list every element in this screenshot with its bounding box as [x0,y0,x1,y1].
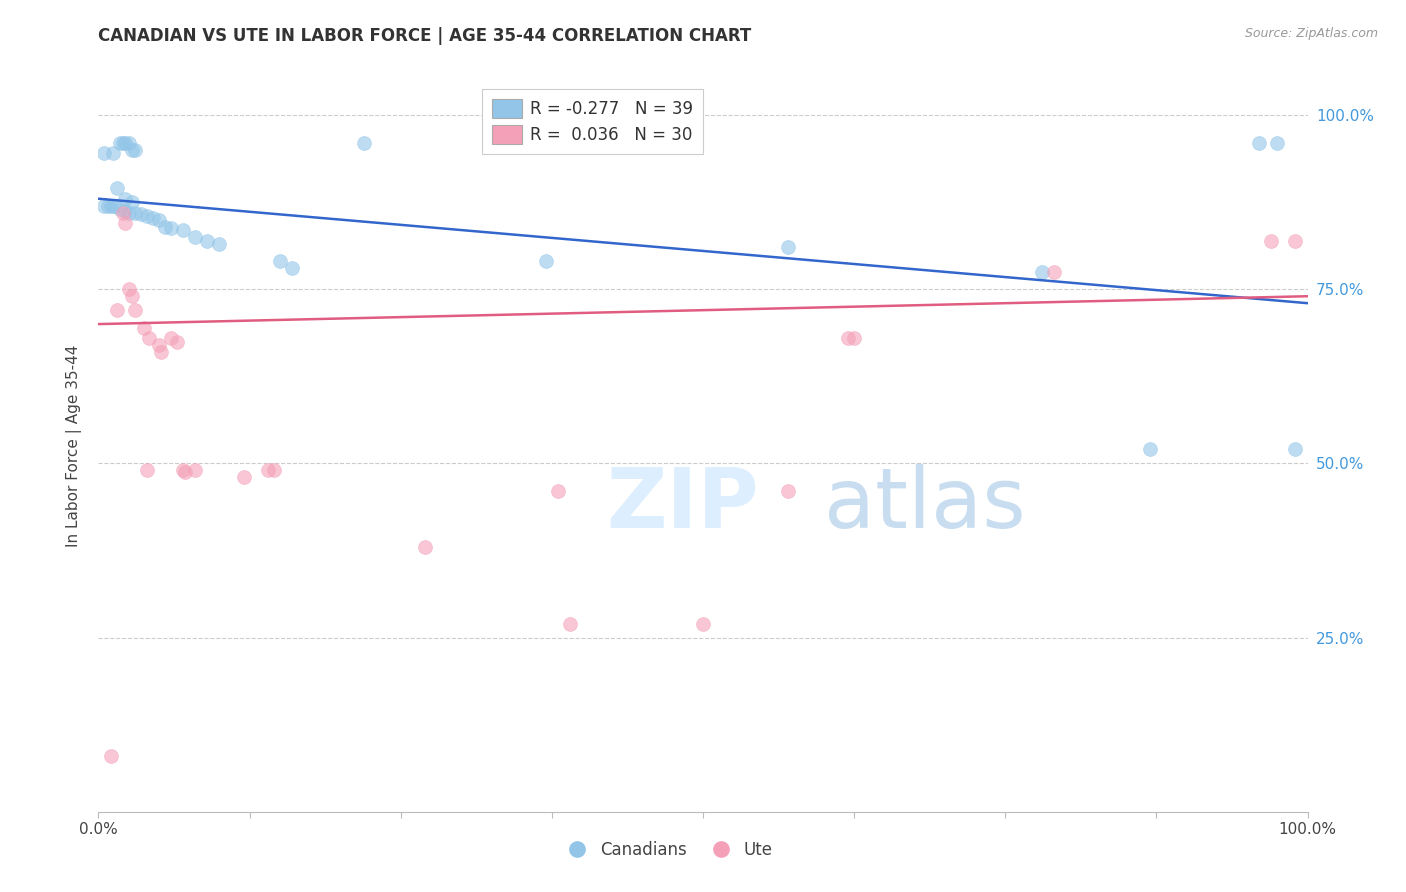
Point [93,199,115,213]
Point [1284,442,1306,457]
Point [1139,442,1161,457]
Point [124,205,146,219]
Point [166,334,188,349]
Point [108,202,131,216]
Point [174,465,197,479]
Point [776,484,799,499]
Point [97,199,120,213]
Point [121,143,143,157]
Point [114,204,136,219]
Point [135,209,157,223]
Point [134,320,156,334]
Point [142,211,165,226]
Point [100,199,122,213]
Point [1031,265,1053,279]
Point [93,146,115,161]
Point [184,463,207,477]
Point [118,282,141,296]
Point [108,136,131,150]
Point [138,331,160,345]
Point [232,470,254,484]
Point [150,345,173,359]
Text: ZIP: ZIP [606,464,759,545]
Point [121,289,143,303]
Point [844,331,866,345]
Point [121,195,143,210]
Point [353,136,375,150]
Point [776,240,799,254]
Text: CANADIAN VS UTE IN LABOR FORCE | AGE 35-44 CORRELATION CHART: CANADIAN VS UTE IN LABOR FORCE | AGE 35-… [98,27,752,45]
Point [118,205,141,219]
Point [1267,136,1289,150]
Point [114,192,136,206]
Point [1260,234,1282,248]
Point [153,219,176,234]
Point [111,136,134,150]
Point [101,146,124,161]
Point [256,463,278,477]
Point [281,261,304,276]
Point [263,463,285,477]
Point [114,216,136,230]
Point [1284,234,1306,248]
Text: Source: ZipAtlas.com: Source: ZipAtlas.com [1244,27,1378,40]
Point [692,616,714,631]
Point [100,749,122,764]
Point [534,254,557,268]
Point [105,303,128,318]
Point [129,207,152,221]
Point [547,484,569,499]
Point [184,230,207,244]
Point [135,463,157,477]
Point [160,221,183,235]
Point [269,254,291,268]
Point [413,540,436,554]
Point [195,234,218,248]
Point [208,237,231,252]
Point [837,331,859,345]
Point [124,143,146,157]
Legend: Canadians, Ute: Canadians, Ute [554,834,779,865]
Point [1042,265,1064,279]
Y-axis label: In Labor Force | Age 35-44: In Labor Force | Age 35-44 [66,345,83,547]
Point [1249,136,1271,150]
Point [111,205,134,219]
Point [148,338,170,352]
Point [148,212,170,227]
Point [558,616,581,631]
Text: atlas: atlas [824,464,1025,545]
Point [114,136,136,150]
Point [172,463,194,477]
Point [124,303,146,318]
Point [103,199,125,213]
Point [160,331,183,345]
Point [105,181,128,195]
Point [118,136,141,150]
Point [172,223,194,237]
